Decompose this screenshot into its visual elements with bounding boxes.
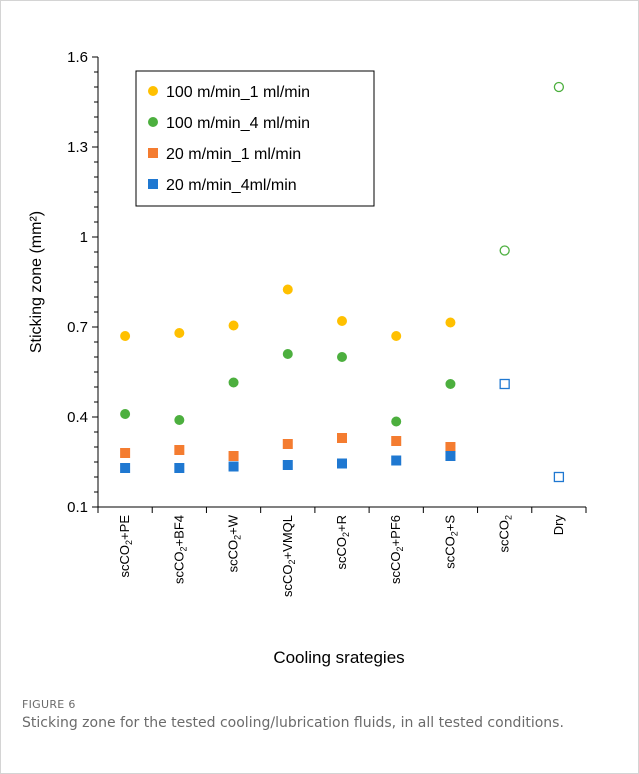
figure-label: FIGURE 6: [22, 698, 76, 711]
legend-marker: [148, 148, 158, 158]
legend-label: 20 m/min_4ml/min: [166, 177, 297, 194]
data-point: [445, 442, 456, 452]
data-point: [391, 455, 402, 466]
y-tick-label: 0.4: [67, 409, 88, 426]
data-point: [228, 451, 239, 461]
legend-label: 100 m/min_4 ml/min: [166, 115, 310, 132]
data-point: [282, 460, 293, 470]
data-point: [120, 331, 131, 341]
legend-marker: [148, 117, 158, 127]
data-point: [337, 458, 347, 469]
data-points: [120, 81, 565, 483]
data-point: [120, 463, 131, 473]
x-tick-label: scCO2+BF4: [171, 515, 188, 584]
y-tick-label: 1.3: [67, 139, 88, 156]
data-point: [120, 448, 131, 458]
data-point: [174, 463, 185, 473]
legend-marker: [148, 86, 158, 96]
data-point: [282, 349, 293, 359]
data-point: [391, 416, 402, 427]
x-tick-label: scCO2+VMQL: [280, 515, 297, 597]
x-tick-label: scCO2+PF6: [388, 515, 405, 584]
data-point: [445, 379, 456, 389]
x-tick-label: Dry: [551, 515, 566, 536]
y-tick-label: 0.1: [67, 499, 88, 516]
data-point: [174, 328, 185, 338]
y-tick-label: 1.6: [67, 49, 88, 66]
data-point: [228, 320, 239, 331]
data-point: [445, 451, 456, 461]
data-point: [174, 445, 185, 455]
reference-point: [499, 245, 510, 256]
legend-label: 100 m/min_1 ml/min: [166, 84, 310, 101]
data-point: [337, 433, 347, 443]
x-tick-label: scCO2+W: [226, 514, 243, 572]
figure-caption: Sticking zone for the tested cooling/lub…: [22, 715, 564, 731]
data-point: [174, 415, 185, 425]
y-tick-label: 1: [80, 229, 88, 246]
x-tick-label: scCO2+PE: [117, 515, 134, 578]
y-axis-ticks: 0.1 0.4 0.7 1 1.3 1.6: [67, 49, 98, 516]
data-point: [337, 352, 347, 362]
reference-point: [553, 471, 565, 483]
data-point: [282, 284, 293, 295]
x-tick-label: scCO2+S: [442, 515, 459, 569]
x-axis-title: Cooling srategies: [273, 648, 404, 667]
sticking-zone-chart: 0.10.40.711.31.6 scCO2+PEscCO2+BF4scCO2+…: [28, 49, 587, 667]
reference-point: [553, 81, 565, 93]
data-point: [120, 409, 131, 419]
reference-point: [499, 378, 510, 390]
data-point: [445, 317, 456, 328]
data-point: [337, 316, 347, 326]
legend-label: 20 m/min_1 ml/min: [166, 146, 301, 163]
legend-marker: [148, 179, 158, 189]
data-point: [228, 377, 239, 388]
data-point: [282, 439, 293, 449]
x-tick-label: scCO2+R: [334, 515, 351, 570]
data-point: [391, 331, 402, 341]
y-axis-title: Sticking zone (mm²): [28, 211, 45, 353]
x-axis-ticks: scCO2+PE scCO2+BF4 scCO2+W scCO2+VMQL scCO2+…: [97, 507, 587, 597]
y-tick-label: 0.7: [67, 319, 88, 336]
legend: 100 m/min_1 ml/min 100 m/min_4 ml/min 20 m…: [135, 70, 375, 207]
x-tick-label: scCO2: [497, 515, 514, 553]
data-point: [228, 461, 239, 472]
legend-box: [135, 70, 375, 207]
data-point: [391, 436, 402, 446]
